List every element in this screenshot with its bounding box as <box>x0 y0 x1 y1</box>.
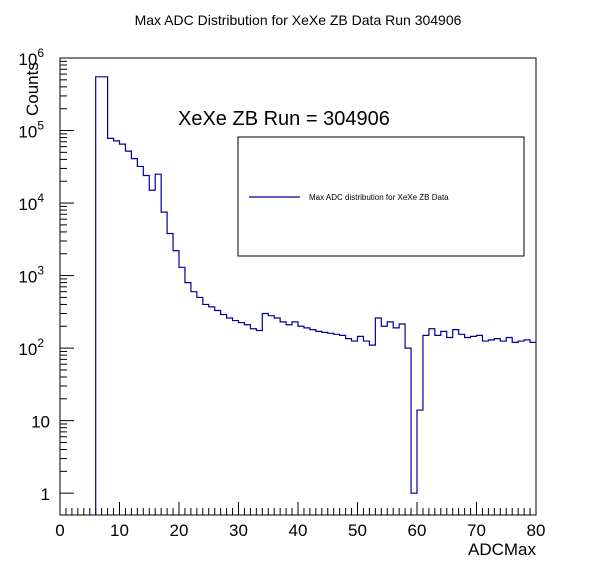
histogram-series-line <box>95 76 536 515</box>
x-tick-label: 80 <box>527 521 546 540</box>
y-axis-label: Counts <box>23 62 42 116</box>
legend: Max ADC distribution for XeXe ZB Data <box>237 136 525 257</box>
x-tick-label: 30 <box>229 521 248 540</box>
x-axis: 0 10 20 30 40 50 60 70 80 <box>55 502 545 540</box>
x-tick-label: 10 <box>110 521 129 540</box>
y-tick-label: 104 <box>18 191 44 214</box>
x-tick-label: 0 <box>55 521 64 540</box>
legend-entry-label: Max ADC distribution for XeXe ZB Data <box>309 193 449 202</box>
x-tick-label: 50 <box>348 521 367 540</box>
y-axis: 1 10 102 103 104 105 106 <box>18 46 74 504</box>
y-tick-label: 1 <box>41 485 50 504</box>
y-tick-label: 106 <box>18 46 44 69</box>
y-tick-label: 105 <box>18 119 44 142</box>
x-axis-label: ADCMax <box>468 540 537 559</box>
y-tick-label: 10 <box>31 413 50 432</box>
y-tick-label: 102 <box>18 336 44 359</box>
x-tick-label: 60 <box>408 521 427 540</box>
x-tick-label: 20 <box>170 521 189 540</box>
y-tick-label: 103 <box>18 264 44 287</box>
run-annotation: XeXe ZB Run = 304906 <box>178 108 390 130</box>
chart-title: Max ADC Distribution for XeXe ZB Data Ru… <box>135 12 462 28</box>
x-tick-label: 40 <box>289 521 308 540</box>
x-tick-label: 70 <box>467 521 486 540</box>
